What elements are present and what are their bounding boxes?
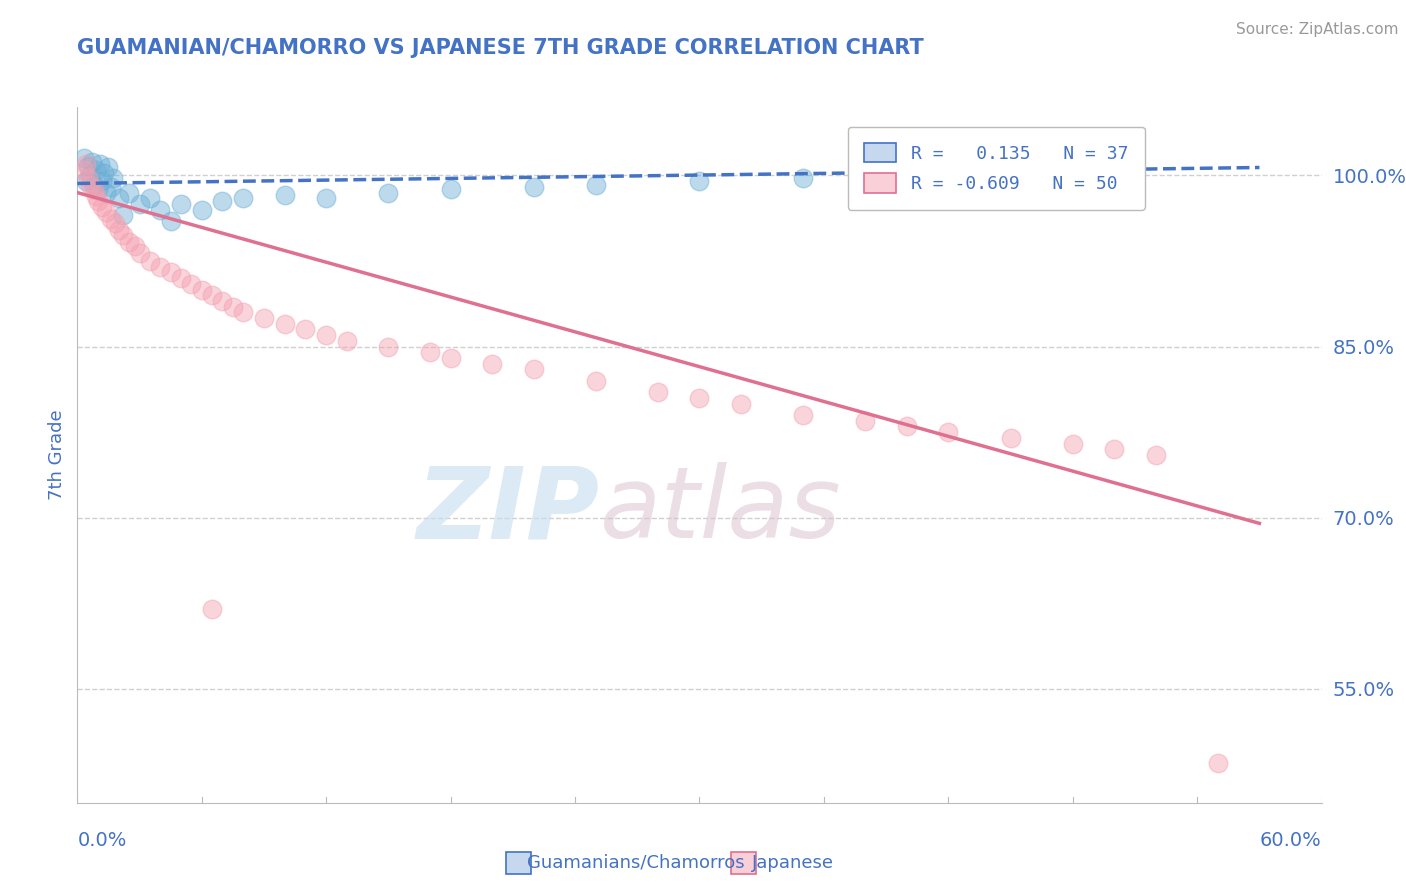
Point xyxy=(201,288,224,302)
Point xyxy=(79,178,101,192)
Point xyxy=(419,345,441,359)
Y-axis label: 7th Grade: 7th Grade xyxy=(48,409,66,500)
Point xyxy=(689,174,711,188)
Point xyxy=(100,180,122,194)
Point xyxy=(1206,756,1229,770)
Point xyxy=(118,186,141,200)
Point xyxy=(80,154,103,169)
Point xyxy=(1062,436,1084,450)
Point xyxy=(439,351,461,365)
Point xyxy=(191,283,214,297)
Point xyxy=(1104,159,1126,173)
Point xyxy=(377,186,399,200)
Point xyxy=(75,157,97,171)
Point xyxy=(647,385,669,400)
Point xyxy=(87,194,110,208)
Point xyxy=(128,246,150,260)
Point xyxy=(96,186,118,200)
Point xyxy=(1144,448,1167,462)
Point xyxy=(76,170,98,185)
Point xyxy=(72,152,94,166)
Text: Japanese: Japanese xyxy=(752,854,834,871)
Point xyxy=(232,305,254,319)
Point xyxy=(201,602,224,616)
Point xyxy=(481,357,503,371)
Point xyxy=(76,159,98,173)
Point xyxy=(91,201,114,215)
Point xyxy=(336,334,359,348)
Point xyxy=(100,211,122,226)
Point xyxy=(274,187,297,202)
Point xyxy=(232,191,254,205)
Point xyxy=(83,178,105,192)
Point xyxy=(855,414,877,428)
Point xyxy=(83,182,105,196)
Point xyxy=(274,317,297,331)
Point xyxy=(315,191,337,205)
Point xyxy=(792,408,814,422)
Point xyxy=(149,260,172,274)
Point xyxy=(139,254,162,268)
Text: Source: ZipAtlas.com: Source: ZipAtlas.com xyxy=(1236,22,1399,37)
Text: 0.0%: 0.0% xyxy=(77,831,127,850)
Point xyxy=(104,216,127,230)
Point xyxy=(128,197,150,211)
Point xyxy=(180,277,202,291)
Point xyxy=(896,419,918,434)
Point xyxy=(1104,442,1126,457)
Legend: R =   0.135   N = 37, R = -0.609   N = 50: R = 0.135 N = 37, R = -0.609 N = 50 xyxy=(848,127,1144,210)
Point xyxy=(84,162,107,177)
Text: ZIP: ZIP xyxy=(418,462,600,559)
Point xyxy=(97,161,120,175)
Point xyxy=(108,223,129,237)
Point xyxy=(1000,431,1022,445)
Point xyxy=(93,166,115,180)
Point xyxy=(91,174,114,188)
Point xyxy=(523,180,546,194)
Point xyxy=(938,425,960,439)
Point xyxy=(159,265,181,279)
Point xyxy=(315,328,337,343)
Point xyxy=(523,362,546,376)
Point xyxy=(294,322,316,336)
Point xyxy=(377,340,399,354)
Point xyxy=(585,374,607,388)
Text: 60.0%: 60.0% xyxy=(1260,831,1322,850)
Point xyxy=(84,189,107,203)
Point xyxy=(222,300,245,314)
Text: GUAMANIAN/CHAMORRO VS JAPANESE 7TH GRADE CORRELATION CHART: GUAMANIAN/CHAMORRO VS JAPANESE 7TH GRADE… xyxy=(77,38,924,58)
Point xyxy=(730,396,752,410)
Point xyxy=(79,169,101,183)
Point xyxy=(792,170,814,185)
Point xyxy=(124,239,146,253)
Point xyxy=(111,208,134,222)
Point xyxy=(1000,165,1022,179)
Point xyxy=(191,202,214,217)
Point xyxy=(170,271,193,285)
Point xyxy=(89,157,111,171)
Point xyxy=(101,170,124,185)
Text: atlas: atlas xyxy=(600,462,842,559)
Point xyxy=(253,311,276,326)
Point xyxy=(108,191,129,205)
Point xyxy=(75,174,97,188)
Text: Guamanians/Chamorros: Guamanians/Chamorros xyxy=(527,854,745,871)
Point xyxy=(111,227,134,242)
Point xyxy=(72,162,94,177)
Point xyxy=(439,182,461,196)
Point xyxy=(689,391,711,405)
Point xyxy=(149,202,172,217)
Point xyxy=(170,197,193,211)
Point xyxy=(159,214,181,228)
Point xyxy=(585,178,607,192)
Point xyxy=(896,169,918,183)
Point xyxy=(96,205,118,219)
Point xyxy=(211,194,233,208)
Point xyxy=(139,191,162,205)
Point xyxy=(87,182,110,196)
Point xyxy=(211,293,233,308)
Point xyxy=(118,235,141,249)
